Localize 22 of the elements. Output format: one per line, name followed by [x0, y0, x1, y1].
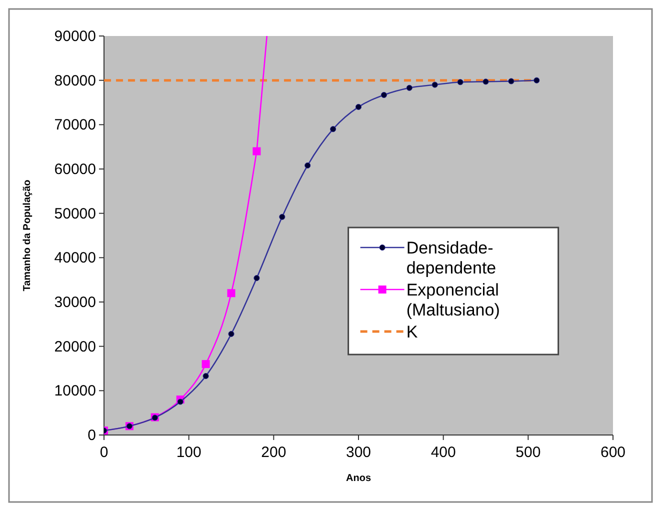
x-tick-label: 100 — [176, 444, 202, 461]
y-tick-label: 90000 — [54, 28, 96, 45]
y-tick-label: 20000 — [54, 338, 96, 356]
x-tick-label: 500 — [516, 444, 541, 461]
x-tick-label: 400 — [430, 444, 456, 461]
y-tick-label: 30000 — [54, 294, 96, 311]
legend-label: Exponencial (Maltusiano) — [406, 280, 500, 320]
y-tick-label: 70000 — [54, 116, 96, 134]
x-tick-label: 200 — [261, 444, 286, 461]
x-tick-label: 300 — [346, 444, 372, 461]
y-tick-label: 80000 — [54, 72, 96, 90]
x-tick-label: 0 — [100, 444, 108, 461]
y-axis-title: Tamanho da População — [22, 180, 33, 292]
y-tick-label: 50000 — [54, 205, 96, 222]
y-tick-label: 0 — [88, 427, 96, 444]
x-axis-title: Anos — [346, 473, 372, 484]
legend-label: Densidade-dependente — [406, 238, 496, 278]
y-tick-label: 60000 — [54, 161, 96, 178]
y-tick-label: 10000 — [54, 382, 96, 400]
legend-label: K — [406, 322, 418, 342]
x-tick-label: 600 — [600, 444, 626, 461]
y-tick-label: 40000 — [54, 250, 96, 267]
